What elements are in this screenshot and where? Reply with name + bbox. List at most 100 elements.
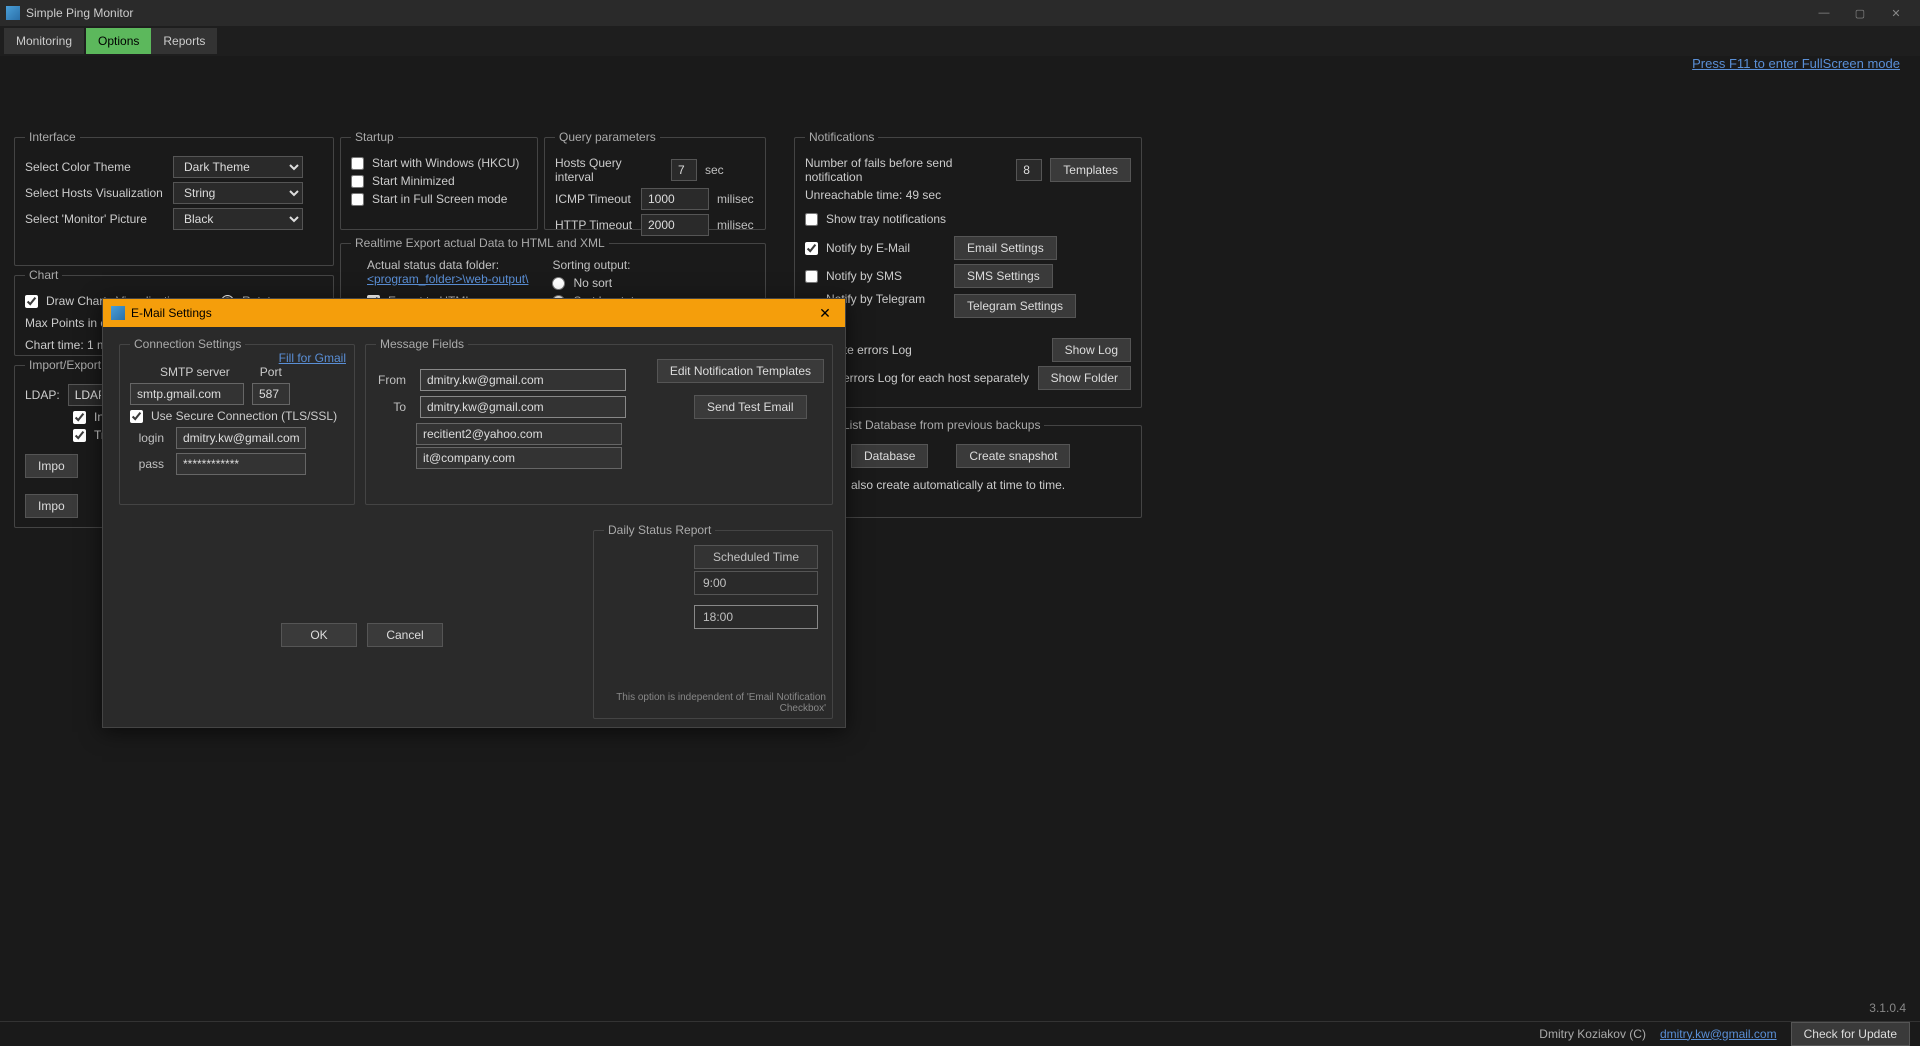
http-input[interactable] [641,214,709,236]
restore-note: also create automatically at time to tim… [851,478,1065,492]
errlog-sep-label: errors Log for each host separately [843,371,1029,385]
interface-legend: Interface [25,130,80,144]
to-input-1[interactable] [420,396,626,418]
fails-label: Number of fails before send notification [805,156,1008,184]
folder-label: Actual status data folder: [367,258,528,272]
sms-label: Notify by SMS [826,269,946,283]
email-settings-dialog: E-Mail Settings ✕ Connection Settings Fi… [102,298,846,728]
showlog-button[interactable]: Show Log [1052,338,1131,362]
to-label: To [376,400,406,414]
hosts-interval-input[interactable] [671,159,697,181]
pass-input[interactable] [176,453,306,475]
daily-time-2[interactable]: 18:00 [694,605,818,629]
inc-checkbox[interactable] [73,411,86,424]
smtp-label: SMTP server [160,365,230,379]
pass-label: pass [130,457,164,471]
tab-bar: Monitoring Options Reports [0,26,1920,56]
start-windows-checkbox[interactable] [351,157,364,170]
import-button-1[interactable]: Impo [25,454,78,478]
color-theme-select[interactable]: Dark Theme [173,156,303,178]
startup-group: Startup Start with Windows (HKCU) Start … [340,130,538,230]
folder-link[interactable]: <program_folder>\web-output\ [367,272,528,286]
message-legend: Message Fields [376,337,468,351]
email-checkbox[interactable] [805,242,818,255]
monitor-pic-label: Select 'Monitor' Picture [25,212,165,226]
login-input[interactable] [176,427,306,449]
send-test-button[interactable]: Send Test Email [694,395,807,419]
templates-button[interactable]: Templates [1050,158,1131,182]
email-settings-button[interactable]: Email Settings [954,236,1057,260]
database-button[interactable]: Database [851,444,928,468]
connection-legend: Connection Settings [130,337,245,351]
dialog-titlebar: E-Mail Settings ✕ [103,299,845,327]
author-label: Dmitry Koziakov (C) [1539,1027,1646,1041]
start-min-label: Start Minimized [372,174,455,188]
monitor-pic-select[interactable]: Black [173,208,303,230]
close-button[interactable]: ✕ [1878,2,1914,24]
tab-options[interactable]: Options [86,28,151,54]
smtp-input[interactable] [130,383,244,405]
notifications-legend: Notifications [805,130,878,144]
hosts-viz-select[interactable]: String [173,182,303,204]
snapshot-button[interactable]: Create snapshot [956,444,1070,468]
sms-checkbox[interactable] [805,270,818,283]
cancel-button[interactable]: Cancel [367,623,443,647]
chart-legend: Chart [25,268,62,282]
message-group: Message Fields Edit Notification Templat… [365,337,833,505]
tg-settings-button[interactable]: Telegram Settings [954,294,1076,318]
author-email-link[interactable]: dmitry.kw@gmail.com [1660,1027,1777,1041]
daily-head: Scheduled Time [694,545,818,569]
dialog-title: E-Mail Settings [131,306,212,320]
email-label: Notify by E-Mail [826,241,946,255]
to-input-2[interactable] [416,423,622,445]
login-label: login [130,431,164,445]
interface-group: Interface Select Color Theme Dark Theme … [14,130,334,266]
query-legend: Query parameters [555,130,660,144]
startup-legend: Startup [351,130,398,144]
ok-button[interactable]: OK [281,623,357,647]
window-title: Simple Ping Monitor [26,6,1806,20]
port-input[interactable] [252,383,290,405]
notifications-group: Notifications Number of fails before sen… [794,130,1142,408]
hosts-viz-label: Select Hosts Visualization [25,186,165,200]
from-input[interactable] [420,369,626,391]
tls-checkbox[interactable] [130,410,143,423]
hosts-interval-unit: sec [705,163,724,177]
fails-input[interactable] [1016,159,1042,181]
start-min-checkbox[interactable] [351,175,364,188]
minimize-button[interactable]: — [1806,2,1842,24]
to-input-3[interactable] [416,447,622,469]
tab-monitoring[interactable]: Monitoring [4,28,84,54]
tray-checkbox[interactable] [805,213,818,226]
ldap-label: LDAP: [25,388,60,402]
edit-templates-button[interactable]: Edit Notification Templates [657,359,824,383]
start-full-label: Start in Full Screen mode [372,192,507,206]
version-label: 3.1.0.4 [1869,1001,1906,1015]
daily-time-1[interactable]: 9:00 [694,571,818,595]
from-label: From [376,373,406,387]
color-theme-label: Select Color Theme [25,160,165,174]
sms-settings-button[interactable]: SMS Settings [954,264,1053,288]
unreach-label: Unreachable time: 49 sec [805,188,941,202]
dialog-close-button[interactable]: ✕ [813,305,837,322]
statusbar: Dmitry Koziakov (C) dmitry.kw@gmail.com … [0,1021,1920,1045]
try-checkbox[interactable] [73,429,86,442]
daily-group: Daily Status Report Scheduled Time 9:00 … [593,523,833,719]
tls-label: Use Secure Connection (TLS/SSL) [151,409,337,423]
restore-group: Hosts List Database from previous backup… [794,418,1142,518]
check-update-button[interactable]: Check for Update [1791,1022,1910,1046]
connection-group: Connection Settings Fill for Gmail SMTP … [119,337,355,505]
sort-0-radio[interactable] [552,277,565,290]
http-unit: milisec [717,218,754,232]
draw-charts-checkbox[interactable] [25,295,38,308]
maximize-button[interactable]: ▢ [1842,2,1878,24]
dialog-icon [111,306,125,320]
icmp-input[interactable] [641,188,709,210]
tab-reports[interactable]: Reports [151,28,217,54]
port-label: Port [260,365,282,379]
fill-gmail-link[interactable]: Fill for Gmail [279,351,346,365]
titlebar: Simple Ping Monitor — ▢ ✕ [0,0,1920,26]
start-full-checkbox[interactable] [351,193,364,206]
showfolder-button[interactable]: Show Folder [1038,366,1131,390]
import-button-2[interactable]: Impo [25,494,78,518]
